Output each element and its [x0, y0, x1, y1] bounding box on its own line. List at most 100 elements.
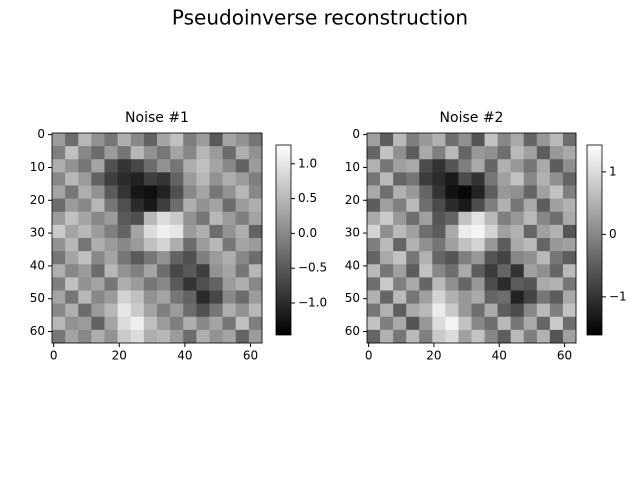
heatmap-cell [471, 329, 485, 344]
heatmap-cell [523, 185, 538, 200]
heatmap-cell [170, 224, 184, 239]
heatmap-cell [222, 329, 237, 344]
heatmap-cell [549, 290, 564, 305]
heatmap-cell [52, 251, 66, 265]
heatmap-cell [222, 316, 237, 331]
heatmap-cell [458, 290, 472, 305]
heatmap-cell [52, 224, 66, 239]
heatmap-cell [235, 316, 250, 331]
heatmap-cell [419, 277, 433, 291]
heatmap-cell [562, 290, 577, 305]
heatmap-cell [196, 290, 210, 305]
heatmap-cell [445, 185, 459, 200]
x-tick-label: 60 [243, 349, 258, 363]
heatmap-cell [562, 133, 577, 147]
heatmap-cell [130, 264, 145, 278]
heatmap-cell [117, 290, 132, 305]
heatmap-cell [209, 329, 224, 344]
heatmap-cell [497, 211, 512, 226]
heatmap-cell [432, 211, 446, 226]
colorbar-tick-label: 1.0 [298, 156, 317, 170]
heatmap-cell [65, 316, 79, 331]
heatmap-cell [143, 172, 158, 186]
heatmap-cell [536, 198, 551, 213]
heatmap-cell [445, 159, 459, 173]
heatmap-cell [406, 133, 420, 147]
heatmap-cell [445, 224, 459, 239]
heatmap-cell [510, 290, 525, 305]
heatmap-cell [536, 290, 551, 305]
heatmap-cell [183, 172, 197, 186]
heatmap-cell [419, 159, 433, 173]
heatmap-cell [78, 172, 92, 186]
heatmap-cell [157, 316, 171, 331]
heatmap-cell [393, 303, 407, 318]
heatmap-cell [510, 316, 525, 331]
heatmap-cell [432, 146, 446, 160]
heatmap-cell [196, 172, 210, 186]
heatmap-cell [432, 329, 446, 344]
heatmap-cell [380, 316, 394, 331]
heatmap-cell [209, 290, 224, 305]
heatmap-cell [183, 329, 197, 344]
heatmap-cell [484, 238, 499, 252]
heatmap-cell [52, 185, 66, 200]
axes-frame [366, 132, 577, 344]
heatmap-cell [183, 198, 197, 213]
heatmap-cell [536, 224, 551, 239]
heatmap-cell [52, 172, 66, 186]
y-tick-label: 50 [345, 291, 360, 305]
heatmap-cell [380, 172, 394, 186]
heatmap-cell [536, 329, 551, 344]
heatmap-cell [432, 316, 446, 331]
y-tick-label: 30 [345, 226, 360, 240]
heatmap-cell [157, 238, 171, 252]
heatmap-cell [209, 172, 224, 186]
colorbar-tick-label: −0.5 [298, 261, 327, 275]
heatmap-cell [471, 198, 485, 213]
colorbar-tick-label: −1 [609, 289, 627, 303]
heatmap-cell [419, 251, 433, 265]
heatmap-cell [248, 224, 263, 239]
heatmap-cell [458, 238, 472, 252]
heatmap-cell [523, 211, 538, 226]
heatmap-cell [367, 303, 381, 318]
heatmap-cell [196, 133, 210, 147]
heatmap-cell [65, 211, 79, 226]
heatmap-cell [183, 159, 197, 173]
heatmap-cell [117, 251, 132, 265]
heatmap-cell [445, 211, 459, 226]
heatmap-cell [157, 277, 171, 291]
heatmap-cell [157, 198, 171, 213]
heatmap-cell [510, 224, 525, 239]
heatmap-cell [549, 277, 564, 291]
y-tick-label: 40 [30, 258, 45, 272]
heatmap-cell [380, 224, 394, 239]
heatmap-cell [406, 211, 420, 226]
heatmap-cell [117, 303, 132, 318]
heatmap-cell [393, 277, 407, 291]
heatmap-cell [549, 303, 564, 318]
heatmap-cell [549, 159, 564, 173]
heatmap-cell [183, 224, 197, 239]
heatmap-cell [458, 316, 472, 331]
heatmap-cell [117, 238, 132, 252]
heatmap-cell [523, 290, 538, 305]
heatmap-cell [419, 185, 433, 200]
heatmap-cell [183, 316, 197, 331]
heatmap-cell [497, 133, 512, 147]
heatmap-cell [536, 264, 551, 278]
heatmap-cell [536, 238, 551, 252]
heatmap-cell [143, 211, 158, 226]
heatmap-cell [367, 159, 381, 173]
heatmap-cell [393, 159, 407, 173]
heatmap-cell [170, 185, 184, 200]
heatmap-cell [367, 172, 381, 186]
heatmap-cell [130, 316, 145, 331]
heatmap-cell [183, 251, 197, 265]
heatmap-cell [65, 133, 79, 147]
heatmap-cell [143, 185, 158, 200]
heatmap-cell [143, 198, 158, 213]
heatmap-cell [432, 290, 446, 305]
